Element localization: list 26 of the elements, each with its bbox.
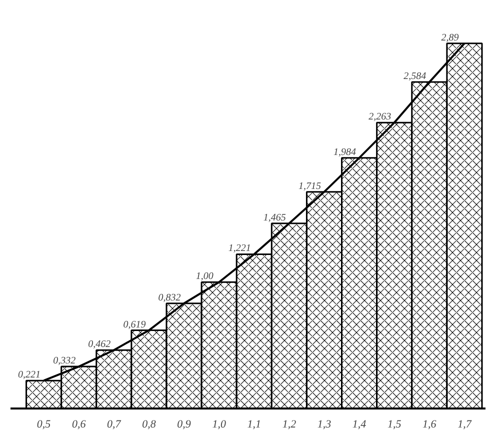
data-label: 0,221 xyxy=(18,370,41,381)
x-tick-label: 0,8 xyxy=(142,418,156,430)
x-tick-label: 1,4 xyxy=(352,418,367,430)
x-tick-label: 1,6 xyxy=(422,418,437,430)
x-tick-label: 1,3 xyxy=(317,418,332,430)
data-label: 0,332 xyxy=(53,356,76,367)
data-label: 0,462 xyxy=(88,339,111,350)
x-tick-label: 1,2 xyxy=(282,418,297,430)
x-tick-label: 0,9 xyxy=(177,418,192,430)
x-tick-label: 1,5 xyxy=(387,418,402,430)
x-tick-label: 0,6 xyxy=(72,418,86,430)
data-label: 1,465 xyxy=(263,212,286,224)
data-label: 1,221 xyxy=(228,243,251,254)
data-label: 2,263 xyxy=(368,112,392,123)
data-label: 1,00 xyxy=(196,271,214,282)
x-tick-label: 1,7 xyxy=(458,418,472,430)
data-label: 0,832 xyxy=(158,292,181,304)
data-label: 1,984 xyxy=(334,146,356,158)
x-tick-label: 0,7 xyxy=(107,418,122,430)
data-label: 2,584 xyxy=(404,71,426,82)
x-tick-label: 0,5 xyxy=(36,418,52,430)
data-label: 2,89 xyxy=(441,32,459,44)
data-label: 0,619 xyxy=(123,319,146,330)
x-tick-label: 1,1 xyxy=(247,418,262,430)
data-label: 1,715 xyxy=(298,180,321,192)
x-tick-label: 1,0 xyxy=(212,418,226,430)
